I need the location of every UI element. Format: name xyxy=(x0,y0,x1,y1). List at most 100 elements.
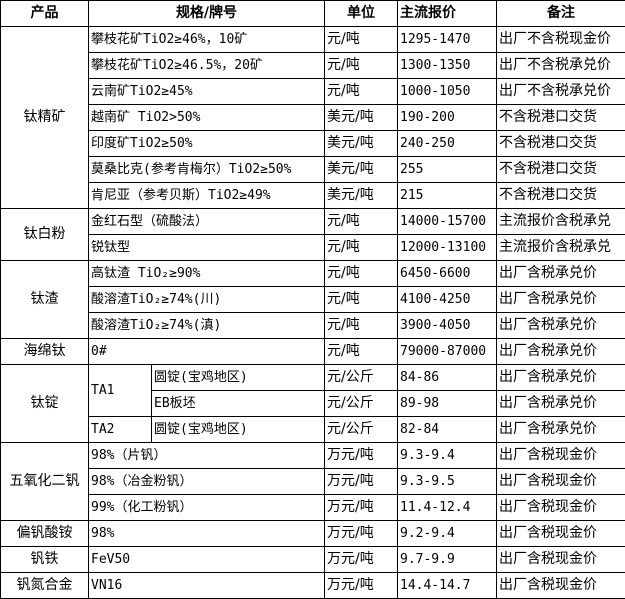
table-row: 钛白粉 金红石型（硫酸法） 元/吨 14000-15700 主流报价含税承兑 xyxy=(0,208,625,261)
price-cell: 4100-4250 xyxy=(397,286,497,313)
header-spec: 规格/牌号 xyxy=(88,0,325,27)
table-row: 酸溶渣TiO₂≥74%(川) 元/吨 4100-4250 出厂含税承兑价 xyxy=(1,286,625,313)
unit-cell: 万元/吨 xyxy=(324,520,398,547)
header-note: 备注 xyxy=(496,0,625,27)
unit-cell: 万元/吨 xyxy=(324,572,398,599)
price-cell: 3900-4050 xyxy=(397,312,497,339)
note-cell: 出厂含税承兑价 xyxy=(496,364,625,391)
price-cell: 11.4-12.4 xyxy=(397,494,497,521)
spec-cell: FeV50 xyxy=(88,546,325,573)
price-cell: 1295-1470 xyxy=(397,26,497,53)
spec-cell: 圆锭(宝鸡地区) xyxy=(151,364,325,391)
note-cell: 出厂含税现金价 xyxy=(496,546,625,573)
unit-cell: 元/吨 xyxy=(324,26,398,53)
note-cell: 出厂含税承兑价 xyxy=(496,390,625,417)
table-row: TA2 圆锭(宝鸡地区) 元/公斤 82-84 出厂含税承兑价 xyxy=(1,416,625,443)
note-cell: 不含税港口交货 xyxy=(496,104,625,131)
price-cell: 9.2-9.4 xyxy=(397,520,497,547)
note-cell: 不含税港口交货 xyxy=(496,156,625,183)
note-cell: 出厂不含税现金价 xyxy=(496,26,625,53)
grade-cell: TA1 xyxy=(88,364,152,417)
header-price: 主流报价 xyxy=(397,0,497,27)
grade-cell: TA2 xyxy=(88,416,152,443)
table-row: 攀枝花矿TiO2≥46.5%，20矿 元/吨 1300-1350 出厂不含税承兑价 xyxy=(1,52,625,79)
spec-cell: 莫桑比克(参考肯梅尔）TiO2≥50% xyxy=(88,156,325,183)
spec-cell: 0# xyxy=(88,338,325,365)
note-cell: 出厂含税承兑价 xyxy=(496,338,625,365)
table-row: 印度矿TiO2≥50% 美元/吨 240-250 不含税港口交货 xyxy=(1,130,625,157)
product-cell: 海绵钛 xyxy=(0,338,89,365)
spec-cell: 攀枝花矿TiO2≥46%，10矿 xyxy=(88,26,325,53)
spec-cell: 锐钛型 xyxy=(88,234,325,261)
table-row: 越南矿 TiO2>50% 美元/吨 190-200 不含税港口交货 xyxy=(1,104,625,131)
note-cell: 出厂含税现金价 xyxy=(496,468,625,495)
price-cell: 240-250 xyxy=(397,130,497,157)
price-cell: 1000-1050 xyxy=(397,78,497,105)
unit-cell: 元/公斤 xyxy=(324,364,398,391)
product-cell: 钛白粉 xyxy=(0,208,89,261)
product-cell: 钛渣 xyxy=(0,260,89,339)
price-cell: 14000-15700 xyxy=(397,208,497,235)
note-cell: 出厂含税现金价 xyxy=(496,572,625,599)
table-row: 钒铁 FeV50 万元/吨 9.7-9.9 出厂含税现金价 xyxy=(0,546,625,573)
table-body: 钛精矿 攀枝花矿TiO2≥46%，10矿 元/吨 1295-1470 出厂不含税现金价攀… xyxy=(0,26,625,599)
product-cell: 五氧化二钒 xyxy=(0,442,89,521)
table-row: 偏钒酸铵 98% 万元/吨 9.2-9.4 出厂含税现金价 xyxy=(0,520,625,547)
table-row: 锐钛型 元/吨 12000-13100 主流报价含税承兑 xyxy=(1,234,625,261)
table-row: 99%（化工粉钒） 万元/吨 11.4-12.4 出厂含税现金价 xyxy=(1,494,625,521)
unit-cell: 元/吨 xyxy=(324,78,398,105)
price-cell: 9.3-9.4 xyxy=(397,442,497,469)
spec-cell: 酸溶渣TiO₂≥74%(滇) xyxy=(88,312,325,339)
spec-cell: 攀枝花矿TiO2≥46.5%，20矿 xyxy=(88,52,325,79)
unit-cell: 元/吨 xyxy=(324,234,398,261)
header-row: 产品 规格/牌号 单位 主流报价 备注 xyxy=(0,0,625,27)
price-cell: 84-86 xyxy=(397,364,497,391)
unit-cell: 元/吨 xyxy=(324,312,398,339)
price-cell: 82-84 xyxy=(397,416,497,443)
unit-cell: 元/公斤 xyxy=(324,416,398,443)
price-cell: 89-98 xyxy=(397,390,497,417)
unit-cell: 元/吨 xyxy=(324,52,398,79)
note-cell: 出厂不含税承兑价 xyxy=(496,78,625,105)
table-row: 钛精矿 攀枝花矿TiO2≥46%，10矿 元/吨 1295-1470 出厂不含税现金价 xyxy=(0,26,625,209)
table-row: 98%（冶金粉钒） 万元/吨 9.3-9.5 出厂含税现金价 xyxy=(1,468,625,495)
spec-cell: 金红石型（硫酸法） xyxy=(88,208,325,235)
table-row: 云南矿TiO2≥45% 元/吨 1000-1050 出厂不含税承兑价 xyxy=(1,78,625,105)
price-cell: 14.4-14.7 xyxy=(397,572,497,599)
note-cell: 出厂含税承兑价 xyxy=(496,286,625,313)
unit-cell: 元/吨 xyxy=(324,208,398,235)
note-cell: 出厂含税承兑价 xyxy=(496,260,625,287)
unit-cell: 美元/吨 xyxy=(324,130,398,157)
header-unit: 单位 xyxy=(324,0,398,27)
unit-cell: 元/公斤 xyxy=(324,390,398,417)
header-product: 产品 xyxy=(0,0,89,27)
spec-cell: 圆锭(宝鸡地区) xyxy=(151,416,325,443)
unit-cell: 万元/吨 xyxy=(324,546,398,573)
table-row: EB板坯 元/公斤 89-98 出厂含税承兑价 xyxy=(1,390,625,417)
note-cell: 出厂含税现金价 xyxy=(496,520,625,547)
spec-cell: 99%（化工粉钒） xyxy=(88,494,325,521)
unit-cell: 美元/吨 xyxy=(324,104,398,131)
unit-cell: 万元/吨 xyxy=(324,468,398,495)
note-cell: 出厂含税承兑价 xyxy=(496,312,625,339)
price-cell: 255 xyxy=(397,156,497,183)
note-cell: 主流报价含税承兑 xyxy=(496,234,625,261)
note-cell: 出厂含税承兑价 xyxy=(496,416,625,443)
product-cell: 偏钒酸铵 xyxy=(0,520,89,547)
table-row: 钛渣 高钛渣 TiO₂≥90% 元/吨 6450-6600 出厂含税承兑价 xyxy=(0,260,625,339)
unit-cell: 美元/吨 xyxy=(324,156,398,183)
spec-cell: 高钛渣 TiO₂≥90% xyxy=(88,260,325,287)
price-cell: 79000-87000 xyxy=(397,338,497,365)
spec-cell: 酸溶渣TiO₂≥74%(川) xyxy=(88,286,325,313)
price-cell: 12000-13100 xyxy=(397,234,497,261)
product-cell: 钒氮合金 xyxy=(0,572,89,599)
price-cell: 9.3-9.5 xyxy=(397,468,497,495)
table-row: 钛锭 TA1 圆锭(宝鸡地区) 元/公斤 84-86 出厂含税承兑价 xyxy=(0,364,625,443)
table-row: 肯尼亚（参考贝斯）TiO2≥49% 美元/吨 215 不含税港口交货 xyxy=(1,182,625,209)
note-cell: 出厂含税现金价 xyxy=(496,494,625,521)
unit-cell: 美元/吨 xyxy=(324,182,398,209)
spec-cell: 越南矿 TiO2>50% xyxy=(88,104,325,131)
table-row: 海绵钛 0# 元/吨 79000-87000 出厂含税承兑价 xyxy=(0,338,625,365)
note-cell: 出厂含税现金价 xyxy=(496,442,625,469)
